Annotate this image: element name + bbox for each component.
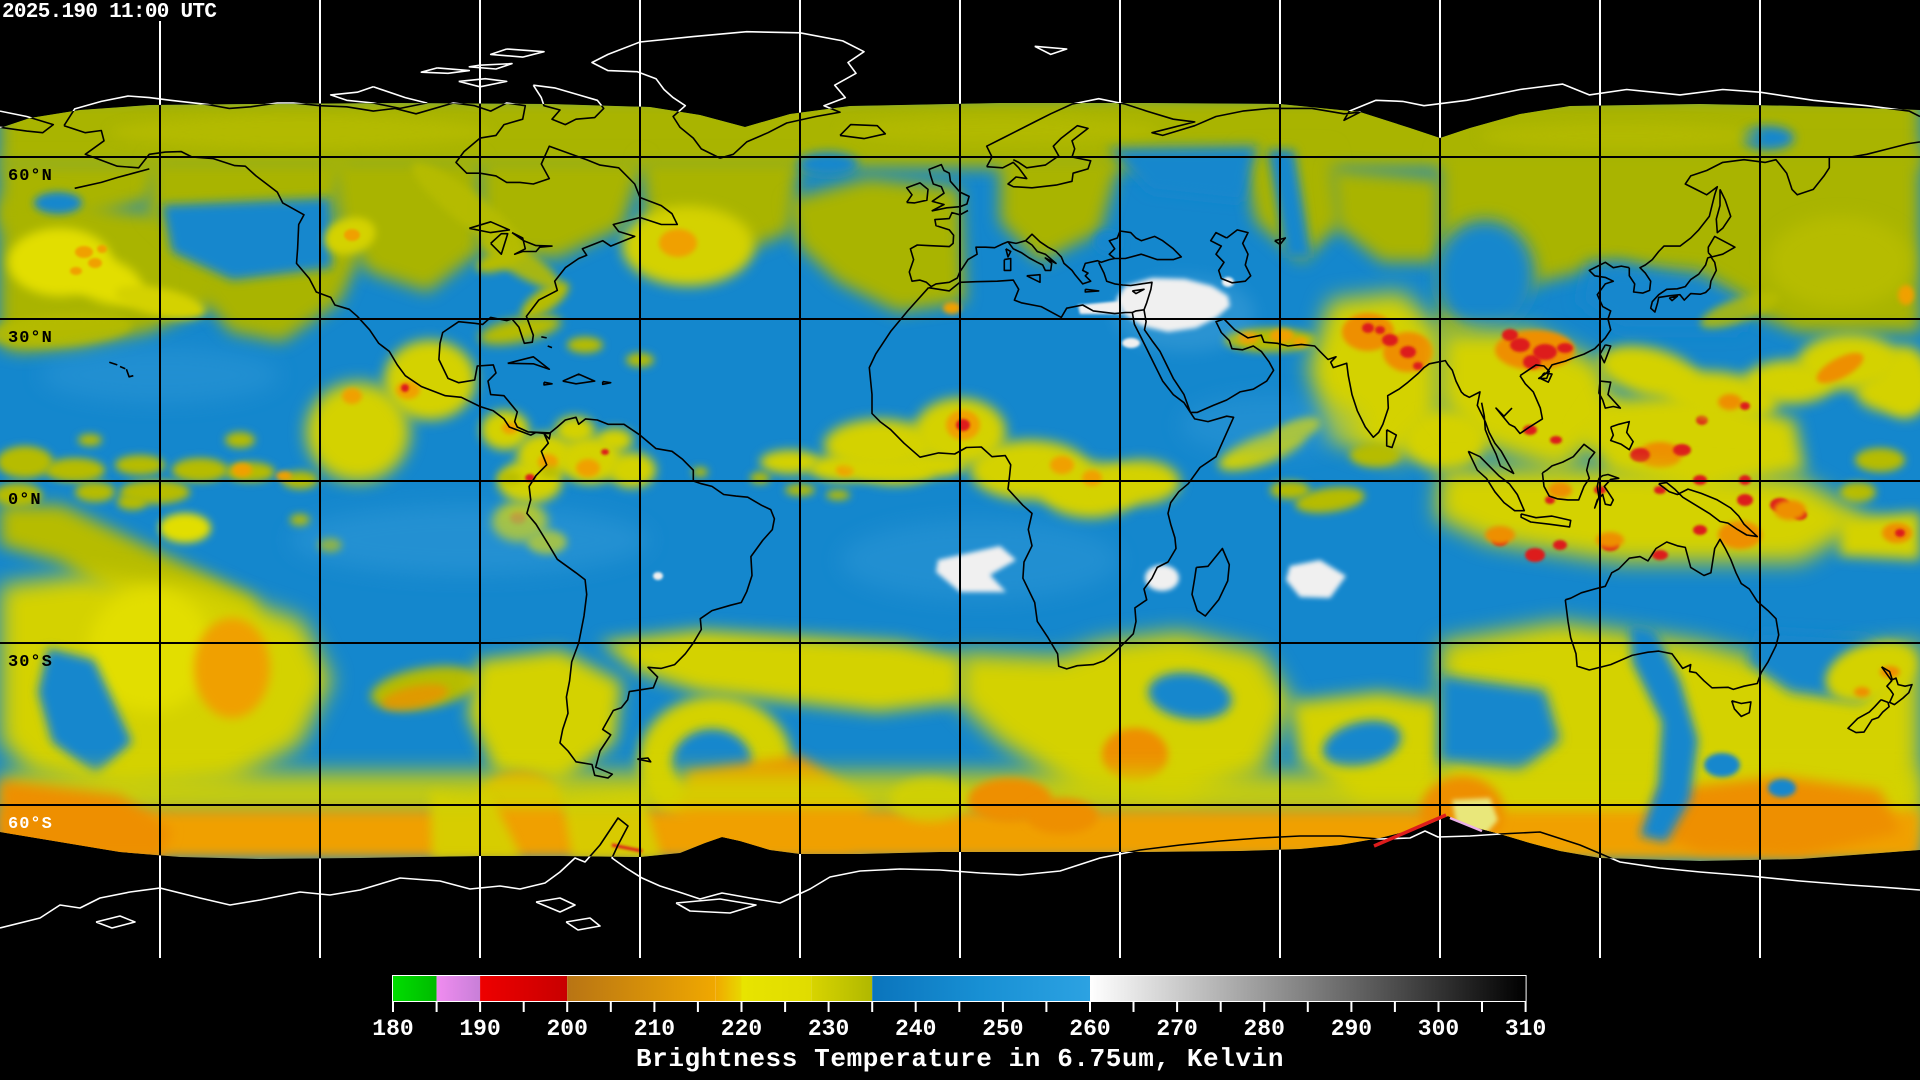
svg-text:310: 310 <box>1505 1016 1546 1042</box>
svg-text:2025.190 11:00 UTC: 2025.190 11:00 UTC <box>2 1 217 24</box>
svg-text:180: 180 <box>372 1016 413 1042</box>
svg-text:0°N: 0°N <box>8 491 42 510</box>
svg-text:60°S: 60°S <box>8 815 53 834</box>
svg-text:30°S: 30°S <box>8 653 53 672</box>
svg-text:220: 220 <box>721 1016 762 1042</box>
svg-text:300: 300 <box>1418 1016 1459 1042</box>
svg-text:240: 240 <box>895 1016 936 1042</box>
svg-text:260: 260 <box>1069 1016 1110 1042</box>
svg-text:Brightness Temperature in 6.75: Brightness Temperature in 6.75um, Kelvin <box>636 1044 1284 1074</box>
svg-text:250: 250 <box>982 1016 1023 1042</box>
svg-text:190: 190 <box>459 1016 500 1042</box>
svg-text:230: 230 <box>808 1016 849 1042</box>
svg-text:60°N: 60°N <box>8 167 53 186</box>
svg-text:30°N: 30°N <box>8 329 53 348</box>
svg-text:210: 210 <box>634 1016 675 1042</box>
svg-text:270: 270 <box>1156 1016 1197 1042</box>
svg-text:280: 280 <box>1243 1016 1284 1042</box>
svg-text:290: 290 <box>1331 1016 1372 1042</box>
svg-text:200: 200 <box>546 1016 587 1042</box>
